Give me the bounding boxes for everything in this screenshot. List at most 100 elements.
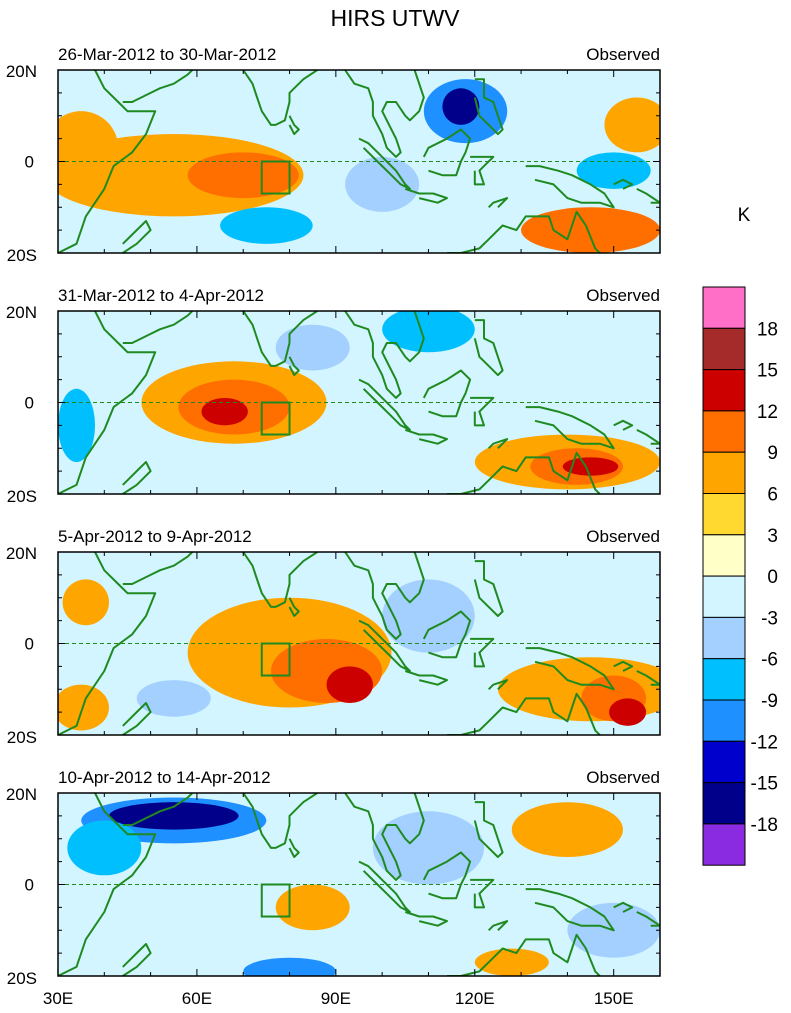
colorbar-label: 0	[767, 567, 778, 588]
colorbar-segment	[702, 410, 746, 453]
lat-tick-label: 20N	[6, 303, 37, 322]
colorbar-label: -6	[761, 650, 778, 671]
anomaly-blob	[345, 156, 420, 212]
anomaly-blob	[474, 948, 549, 976]
anomaly-field	[58, 311, 660, 494]
coastline	[613, 178, 634, 190]
anomaly-blob	[275, 884, 350, 931]
anomaly-blob	[442, 88, 480, 125]
longitude-tick-labels: 30E 60E 90E 120E 150E	[43, 989, 634, 1008]
coastline	[473, 801, 504, 858]
coastline	[58, 552, 157, 735]
coastline	[525, 888, 615, 932]
anomaly-blob	[58, 388, 96, 462]
lon-tick-label: 120E	[455, 989, 495, 1008]
coastline	[344, 311, 425, 399]
coastline	[58, 793, 157, 976]
coastline	[422, 610, 472, 659]
anomaly-blob	[58, 684, 109, 731]
panel-run-label: Observed	[586, 45, 660, 64]
coastline	[447, 933, 601, 976]
coastline	[358, 619, 411, 672]
colorbar-segment	[702, 782, 746, 825]
coastline	[447, 451, 601, 494]
anomaly-field	[58, 70, 660, 253]
map-panel: 20N 0 20S 5-Apr-2012 to 9-Apr-2012 Observed	[6, 527, 661, 747]
figure-title: HIRS UTWV	[330, 5, 460, 31]
coastline	[58, 311, 157, 494]
coastline	[422, 851, 472, 900]
anomaly-field	[58, 793, 660, 976]
coastline	[122, 220, 152, 253]
colorbar-segment	[702, 616, 746, 660]
colorbar-label: 12	[757, 402, 778, 423]
coastline	[613, 901, 634, 913]
lat-tick-label: 0	[25, 394, 34, 413]
map-panel: 20N 0 20S 26-Mar-2012 to 30-Mar-2012 Observe…	[6, 45, 661, 265]
colorbar-segment	[702, 369, 746, 412]
index-box	[260, 160, 291, 195]
coastline	[224, 70, 318, 126]
coastline	[447, 692, 601, 735]
panel-period: 31-Mar-2012 to 4-Apr-2012	[58, 286, 264, 305]
lat-tick-label: 20N	[6, 544, 37, 563]
coastline	[122, 702, 152, 735]
anomaly-blob	[108, 802, 239, 830]
panel-period: 5-Apr-2012 to 9-Apr-2012	[58, 527, 252, 546]
lat-tick-label: 20S	[7, 728, 37, 747]
lon-tick-label: 60E	[182, 989, 212, 1008]
panels: 20N 0 20S 26-Mar-2012 to 30-Mar-2012 Observe…	[6, 45, 661, 988]
coastline	[288, 356, 300, 377]
colorbar-unit-label: K	[738, 205, 751, 226]
colorbar-segment	[702, 699, 746, 742]
coastline	[224, 552, 318, 608]
anomaly-blob	[604, 97, 660, 153]
coastline	[122, 552, 194, 585]
colorbar-label: -15	[751, 774, 778, 795]
lat-tick-label: 0	[25, 635, 34, 654]
lon-tick-label: 30E	[43, 989, 73, 1008]
coastline	[358, 860, 411, 913]
coastline	[525, 647, 615, 691]
colorbar-label: -3	[761, 608, 778, 629]
colorbar-label: 18	[757, 319, 778, 340]
coastline	[473, 78, 504, 136]
panel-period: 26-Mar-2012 to 30-Mar-2012	[58, 45, 276, 64]
colorbar: 18 15 12 9 6 3 0 -3 -6 -9 -12 -15 -18	[702, 286, 778, 866]
coastline	[404, 428, 448, 445]
anomaly-blob	[62, 579, 109, 626]
anomaly-blob	[136, 680, 211, 717]
colorbar-segment	[702, 740, 746, 784]
colorbar-segment	[702, 451, 746, 495]
panel-run-label: Observed	[586, 286, 660, 305]
index-box	[260, 642, 291, 677]
colorbar-segment	[702, 575, 746, 618]
coastline	[447, 210, 601, 253]
coastline	[122, 70, 194, 103]
coastline	[288, 838, 300, 858]
coastline	[487, 197, 509, 209]
coastline	[470, 155, 495, 186]
map-panel: 20N 0 20S 10-Apr-2012 to 14-Apr-2012 Observe…	[6, 768, 661, 988]
lat-tick-label: 20S	[7, 487, 37, 506]
coastline	[288, 115, 300, 136]
colorbar-segment	[702, 286, 746, 329]
lat-tick-label: 0	[25, 876, 34, 895]
coastline	[344, 793, 425, 881]
anomaly-blob	[58, 111, 119, 185]
index-box	[260, 401, 291, 436]
coastline	[636, 670, 660, 686]
colorbar-label: -9	[761, 691, 778, 712]
anomaly-blob	[326, 666, 373, 703]
coastline	[288, 597, 300, 617]
coastline	[344, 70, 425, 158]
colorbar-label: 3	[767, 526, 778, 547]
coastline	[122, 311, 194, 344]
colorbar-segment	[702, 327, 746, 371]
coastline	[470, 396, 495, 427]
coastline	[58, 70, 157, 253]
coastline	[473, 560, 504, 617]
index-box	[260, 883, 291, 918]
colorbar-label: -18	[751, 815, 778, 836]
lon-tick-label: 90E	[321, 989, 351, 1008]
